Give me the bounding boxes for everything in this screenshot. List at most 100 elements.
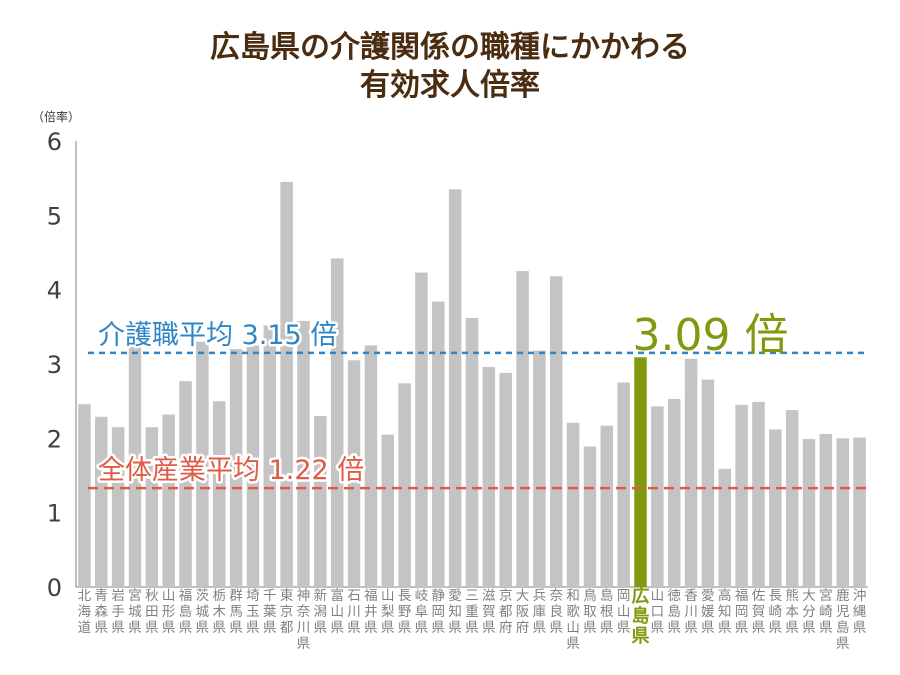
bar bbox=[617, 382, 630, 587]
bar bbox=[465, 317, 479, 587]
x-tick-label: 山形県 bbox=[162, 588, 176, 636]
chart-title-line1: 広島県の介護関係の職種にかかわる bbox=[210, 30, 690, 65]
bar bbox=[263, 325, 277, 587]
x-tick-label: 和歌山県 bbox=[566, 588, 580, 652]
reference-line-label: 全体産業平均 1.22 倍 bbox=[98, 455, 364, 486]
bar bbox=[785, 410, 799, 587]
y-axis-unit-label: （倍率） bbox=[32, 110, 81, 124]
reference-line-label: 介護職平均 3.15 倍 bbox=[98, 320, 337, 351]
y-tick-label: 1 bbox=[47, 500, 62, 528]
highlight-value-label: 3.09 倍 bbox=[633, 310, 789, 361]
bar bbox=[651, 406, 664, 587]
y-tick-label: 2 bbox=[47, 425, 62, 453]
y-tick-label: 5 bbox=[47, 202, 62, 230]
x-tick-label: 徳島県 bbox=[667, 588, 681, 636]
bar bbox=[145, 427, 159, 587]
x-tick-label: 島根県 bbox=[600, 588, 614, 636]
bar bbox=[179, 381, 192, 587]
x-tick-label: 茨城県 bbox=[196, 588, 210, 636]
x-tick-label: 岩手県 bbox=[111, 588, 125, 636]
bar bbox=[128, 345, 142, 587]
bar bbox=[735, 404, 748, 587]
y-tick-label: 6 bbox=[47, 128, 62, 156]
y-tick-label: 4 bbox=[47, 277, 62, 305]
bar bbox=[280, 181, 293, 587]
x-tick-label: 宮城県 bbox=[128, 588, 142, 636]
x-tick-label: 滋賀県 bbox=[482, 588, 496, 636]
bar bbox=[566, 422, 580, 587]
x-tick-label: 奈良県 bbox=[550, 588, 564, 636]
x-tick-label: 京都府 bbox=[499, 588, 513, 636]
x-tick-label: 東京都 bbox=[280, 588, 294, 636]
bar bbox=[769, 429, 782, 587]
bar bbox=[583, 446, 597, 587]
chart-title-line2: 有効求人倍率 bbox=[360, 68, 540, 103]
x-tick-label: 大分県 bbox=[802, 588, 816, 636]
x-tick-label: 大阪府 bbox=[516, 588, 530, 636]
x-tick-label: 青森県 bbox=[95, 588, 109, 636]
bar bbox=[347, 360, 361, 587]
x-tick-label: 岡山県 bbox=[617, 588, 631, 636]
bar bbox=[667, 398, 681, 587]
bar bbox=[752, 401, 765, 587]
bar bbox=[802, 439, 816, 587]
bar bbox=[398, 383, 411, 587]
bar bbox=[718, 468, 732, 587]
x-tick-label: 福岡県 bbox=[735, 588, 749, 636]
x-tick-label: 石川県 bbox=[347, 588, 361, 636]
bar bbox=[499, 372, 512, 587]
x-tick-label: 香川県 bbox=[684, 588, 698, 636]
bar bbox=[482, 366, 496, 587]
bar-highlight bbox=[634, 357, 647, 587]
x-tick-label: 福井県 bbox=[364, 588, 378, 636]
bar bbox=[314, 416, 327, 587]
x-tick-label: 宮崎県 bbox=[819, 588, 833, 636]
y-tick-label: 3 bbox=[47, 351, 62, 379]
x-tick-label-highlight: 広島県 bbox=[632, 585, 650, 647]
bar bbox=[415, 272, 428, 587]
x-tick-label: 北海道 bbox=[78, 588, 92, 636]
x-tick-label: 富山県 bbox=[330, 587, 344, 636]
bar bbox=[448, 189, 462, 588]
bar bbox=[111, 427, 125, 587]
bar bbox=[330, 258, 344, 587]
x-tick-label: 群馬県 bbox=[229, 588, 243, 636]
x-tick-label: 山口県 bbox=[651, 588, 665, 636]
x-tick-label: 沖縄県 bbox=[853, 588, 867, 636]
bar bbox=[533, 350, 546, 587]
bar bbox=[196, 341, 209, 587]
x-tick-label: 長野県 bbox=[398, 588, 412, 636]
x-tick-label: 鳥取県 bbox=[583, 588, 597, 636]
x-tick-label: 新潟県 bbox=[314, 588, 328, 636]
x-tick-label: 山梨県 bbox=[381, 588, 395, 636]
bar bbox=[516, 271, 529, 587]
bar bbox=[78, 404, 91, 587]
x-tick-label: 福島県 bbox=[179, 588, 193, 636]
x-tick-label: 三重県 bbox=[465, 588, 479, 636]
bar bbox=[381, 434, 394, 587]
bar bbox=[246, 345, 260, 587]
bar bbox=[701, 379, 715, 587]
x-tick-label: 埼玉県 bbox=[246, 588, 260, 636]
x-tick-label: 千葉県 bbox=[263, 588, 277, 636]
x-tick-label: 秋田県 bbox=[145, 588, 159, 636]
bar bbox=[550, 276, 563, 587]
bar bbox=[819, 433, 833, 587]
bar bbox=[364, 345, 378, 587]
x-tick-label: 長崎県 bbox=[769, 588, 783, 636]
x-tick-label: 神奈川県 bbox=[297, 588, 311, 652]
bar bbox=[297, 320, 310, 587]
x-tick-label: 高知県 bbox=[718, 587, 732, 636]
bar bbox=[95, 416, 108, 587]
bar bbox=[162, 414, 175, 587]
bar bbox=[853, 437, 866, 587]
bar bbox=[600, 425, 614, 587]
x-tick-label: 静岡県 bbox=[432, 588, 446, 636]
x-tick-label: 愛知県 bbox=[448, 588, 462, 636]
bar bbox=[684, 358, 698, 587]
x-tick-label: 熊本県 bbox=[785, 588, 799, 636]
bar bbox=[836, 438, 849, 587]
x-tick-label: 岐阜県 bbox=[415, 588, 429, 636]
x-tick-label: 愛媛県 bbox=[701, 588, 715, 636]
